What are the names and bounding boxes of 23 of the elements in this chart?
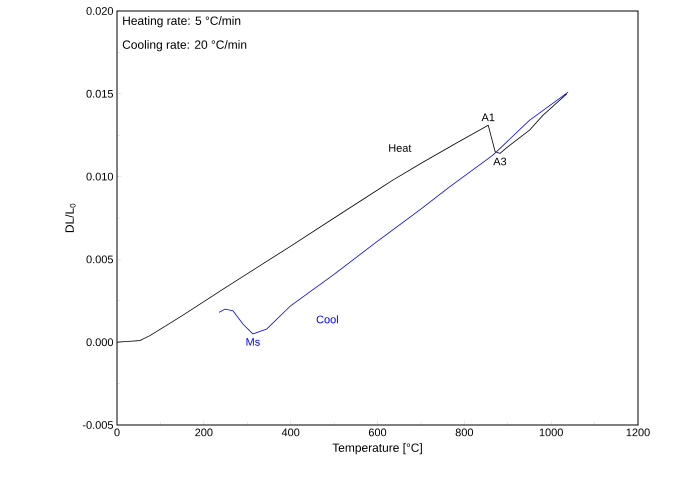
annotation: A3	[493, 158, 506, 166]
annotation: Ms	[246, 338, 260, 346]
y-tick-label: 0.010	[86, 172, 114, 180]
y-tick-label: 0.005	[86, 256, 114, 264]
line-series	[218, 92, 569, 334]
x-tick-label: 1000	[540, 428, 563, 436]
x-tick-label: 1200	[626, 428, 650, 436]
y-tick-label: 0.015	[86, 90, 114, 98]
annotation: A1	[482, 114, 494, 122]
y-tick-label: 0.020	[86, 7, 114, 15]
y-tick-label: 0.000	[86, 338, 114, 346]
x-tick-label: 600	[368, 428, 386, 436]
text: Cool	[316, 315, 338, 324]
y-axis-title: DL/L$_{0}$	[65, 204, 76, 232]
y-tick-label: -0.005	[82, 421, 114, 429]
x-tick-label: 200	[195, 428, 213, 436]
x-tick-label: 800	[456, 428, 474, 436]
x-tick-label: 0	[114, 428, 120, 436]
annotation: Cooling rate: 20 °C/min	[122, 40, 246, 52]
series-label: Heat	[389, 144, 412, 152]
x-axis-title: Temperature [°C]	[332, 443, 422, 454]
annotation: Heating rate: 5 °C/min	[123, 16, 240, 28]
x-tick-label: 400	[282, 428, 300, 436]
